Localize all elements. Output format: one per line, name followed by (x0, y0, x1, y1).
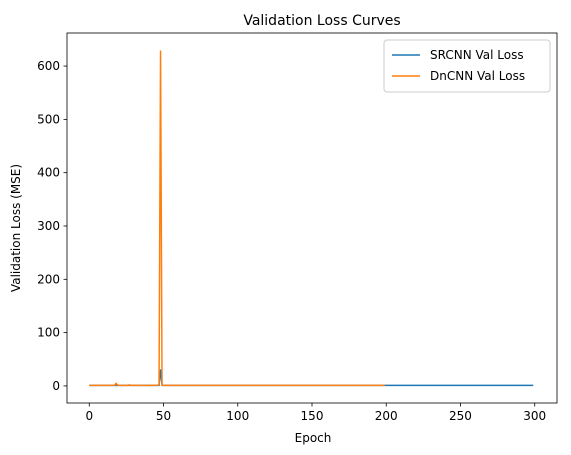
x-tick-label: 250 (449, 409, 472, 423)
x-tick-label: 300 (523, 409, 546, 423)
x-axis: 0 50 100 150 200 250 300 (85, 403, 546, 423)
y-axis: 0 100 200 300 400 500 600 (37, 59, 67, 393)
x-tick-label: 50 (156, 409, 171, 423)
y-tick-label: 600 (37, 59, 60, 73)
series-line-2 (89, 50, 385, 387)
legend: SRCNN Val Loss DnCNN Val Loss (383, 39, 551, 93)
x-axis-label: Epoch (295, 431, 332, 445)
y-tick-label: 400 (37, 166, 60, 180)
y-tick-label: 200 (37, 272, 60, 286)
x-tick-label: 150 (301, 409, 324, 423)
y-tick-label: 0 (52, 379, 60, 393)
x-tick-label: 0 (85, 409, 93, 423)
y-tick-label: 300 (37, 219, 60, 233)
y-tick-label: 100 (37, 326, 60, 340)
legend-box (383, 39, 551, 93)
x-tick-label: 200 (375, 409, 398, 423)
legend-label-1: SRCNN Val Loss (430, 48, 524, 62)
legend-label-2: DnCNN Val Loss (430, 69, 525, 83)
y-tick-label: 500 (37, 112, 60, 126)
x-tick-label: 100 (226, 409, 249, 423)
series-line-1 (89, 369, 534, 387)
chart-title: Validation Loss Curves (243, 13, 400, 29)
y-axis-label: Validation Loss (MSE) (9, 164, 23, 292)
